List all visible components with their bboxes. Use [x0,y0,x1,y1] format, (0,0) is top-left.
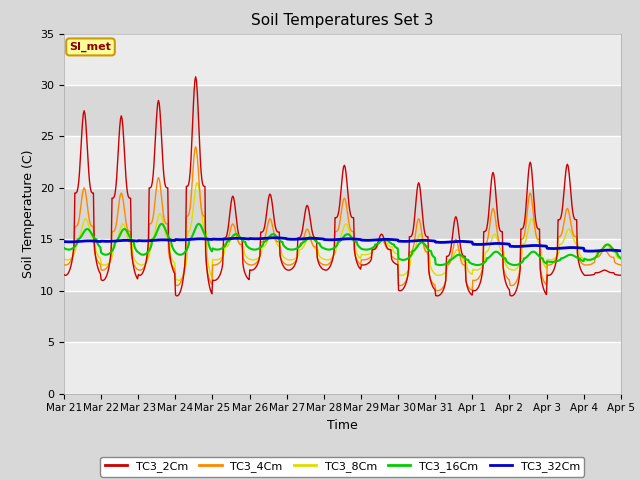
Bar [64,342,621,394]
Y-axis label: Soil Temperature (C): Soil Temperature (C) [22,149,35,278]
Title: Soil Temperatures Set 3: Soil Temperatures Set 3 [251,13,434,28]
X-axis label: Time: Time [327,419,358,432]
Bar [64,240,621,291]
Bar [64,136,621,188]
Text: SI_met: SI_met [70,42,111,52]
Legend: TC3_2Cm, TC3_4Cm, TC3_8Cm, TC3_16Cm, TC3_32Cm: TC3_2Cm, TC3_4Cm, TC3_8Cm, TC3_16Cm, TC3… [100,457,584,477]
Bar [64,34,621,85]
